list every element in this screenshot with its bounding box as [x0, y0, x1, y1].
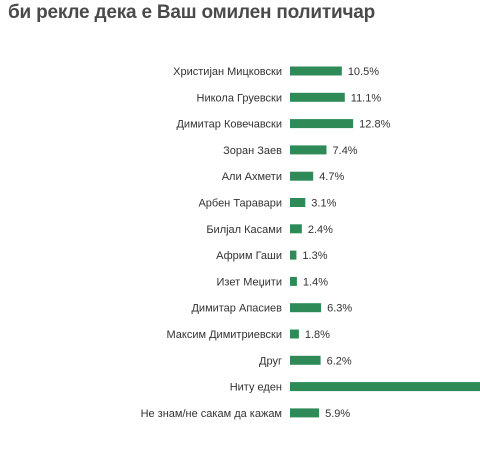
bar: [290, 250, 297, 260]
category-label: Ниту еден: [230, 382, 282, 394]
value-label: 11.1%: [351, 92, 382, 104]
value-label: 1.3%: [302, 250, 327, 262]
value-label: 7.4%: [333, 145, 358, 157]
bar: [290, 119, 354, 129]
category-label: Африм Гаши: [216, 250, 282, 262]
category-label: Али Ахмети: [222, 171, 282, 183]
bar: [290, 329, 299, 339]
bar: [290, 171, 314, 181]
bar: [290, 92, 345, 102]
bar: [290, 355, 321, 365]
category-label: Билјал Касами: [206, 224, 282, 236]
category-label: Зоран Заев: [223, 145, 282, 157]
bar: [290, 224, 302, 234]
bar: [290, 276, 297, 286]
chart-title: би рекле дека е Ваш омилен политичар: [8, 2, 376, 23]
category-label: Арбен Таравари: [198, 198, 282, 210]
category-label: Христијан Мицковски: [173, 66, 282, 78]
category-label: Максим Димитриевски: [167, 329, 283, 341]
category-label: Димитар Апасиев: [191, 303, 282, 315]
bar: [290, 66, 342, 76]
category-label: Друг: [259, 355, 282, 367]
category-label: Димитар Ковечавски: [176, 119, 282, 131]
bar: [290, 408, 320, 418]
category-label: Изет Меџити: [217, 276, 282, 288]
value-label: 12.8%: [359, 119, 390, 131]
value-label: 6.2%: [327, 355, 352, 367]
category-label: Никола Груевски: [197, 92, 283, 104]
value-label: 10.5%: [348, 66, 379, 78]
bar: [290, 198, 306, 207]
value-label: 1.8%: [305, 329, 330, 341]
bar: [290, 145, 327, 155]
value-label: 6.3%: [327, 303, 352, 315]
value-label: 2.4%: [308, 224, 333, 236]
value-label: 5.9%: [325, 408, 350, 420]
value-label: 1.4%: [303, 276, 328, 288]
category-label: Не знам/не сакам да кажам: [141, 408, 282, 420]
bar: [290, 382, 480, 392]
value-label: 3.1%: [311, 198, 336, 210]
value-label: 4.7%: [319, 171, 344, 183]
bar: [290, 303, 322, 313]
